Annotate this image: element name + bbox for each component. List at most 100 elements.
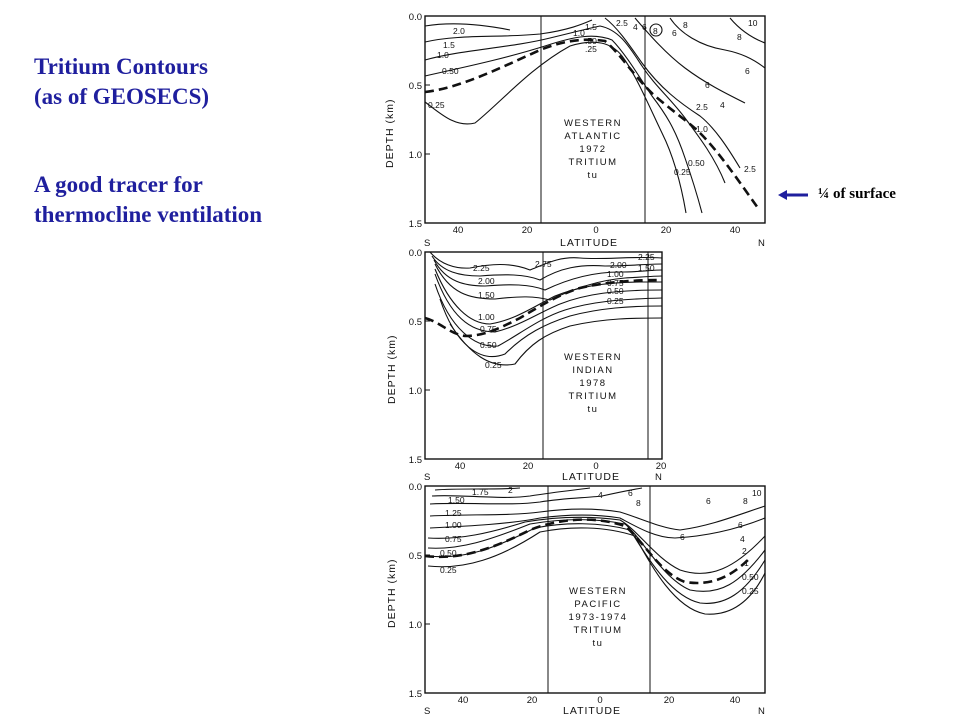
contour-value: 0.25 [428,100,445,110]
north-label: N [758,238,765,249]
contour-value: 1.5 [443,40,455,50]
contour-value: 2.25 [473,263,490,273]
contour-value: 1.50 [478,290,495,300]
contour-value: 2.5 [744,164,756,174]
panel-label-line: 1973-1974 [569,612,628,623]
y-tick: 1.0 [409,620,422,631]
contour-value: 1.0 [437,50,449,60]
contour-lines [429,251,663,366]
panel-pacific: 0.0 0.5 1.0 1.5 DEPTH (km) 40 20 0 20 40… [386,482,766,717]
plot-frame [424,15,766,224]
y-tick: 0.0 [409,248,422,259]
contour-value: 0.25 [742,586,759,596]
contour-value: 8 [653,26,658,36]
panel-label-line: PACIFIC [574,599,621,610]
x-tick: 20 [664,695,675,706]
contour-value: .50 [585,36,597,46]
contour-value: 2 [742,546,747,556]
panel-label-line: tu [588,404,599,415]
y-tick: 1.5 [409,219,422,230]
contour-value: 6 [642,22,647,32]
y-tick: 1.0 [409,386,422,397]
slide-title-line1: Tritium Contours [34,54,208,79]
panel-title: WESTERN PACIFIC 1973-1974 TRITIUM tu [569,586,628,649]
y-axis-label: DEPTH (km) [384,99,396,169]
y-axis-label: DEPTH (km) [386,559,398,629]
contour-value: 10 [748,18,758,28]
south-label: S [424,706,430,717]
north-label: N [655,472,662,483]
contour-value: 0.25 [607,296,624,306]
x-tick: 40 [455,461,466,472]
contour-value: 2.00 [478,276,495,286]
contour-value: 6 [705,80,710,90]
panel-label-line: ATLANTIC [564,131,621,142]
contour-value: 1.00 [445,520,462,530]
panel-label-line: tu [588,170,599,181]
contour-value: 2.0 [453,26,465,36]
contour-value: 2.5 [616,18,628,28]
y-tick: 0.5 [409,81,422,92]
contour-value: 1.75 [472,487,489,497]
contour-value: 6 [672,28,677,38]
contour-value: 1.0 [573,28,585,38]
plot-frame [424,485,766,694]
contour-value: 8 [683,20,688,30]
contour-value: 2 [508,485,513,495]
contour-value: 0.50 [480,340,497,350]
contour-value: 4 [598,490,603,500]
panel-label-line: 1972 [579,144,606,155]
panel-atlantic: 0.0 0.5 1.0 1.5 DEPTH (km) 40 20 0 20 40… [384,12,766,249]
x-axis: 40 20 0 20 40 S LATITUDE N [424,225,765,249]
contour-value: 0.75 [480,324,497,334]
contour-value: 2.5 [696,102,708,112]
contour-value: 0.25 [440,565,457,575]
x-tick: 20 [661,225,672,236]
contour-value: 0.50 [688,158,705,168]
y-tick: 0.5 [409,317,422,328]
x-tick: 20 [523,461,534,472]
south-label: S [424,472,430,483]
contour-lines [424,17,766,214]
panel-label-line: TRITIUM [573,625,622,636]
y-axis: 0.0 0.5 1.0 1.5 DEPTH (km) [386,248,430,466]
contour-value: 1.50 [638,263,655,273]
x-axis: 40 20 0 20 40 S LATITUDE N [424,695,765,717]
y-axis: 0.0 0.5 1.0 1.5 DEPTH (km) [386,482,430,700]
contour-value: 10 [752,488,762,498]
panel-label-line: WESTERN [564,118,622,129]
contour-value: 1.5 [585,22,597,32]
quarter-surface-contour [424,38,760,209]
x-tick: 40 [458,695,469,706]
contour-value: 2.25 [638,252,655,262]
contour-value: 1.50 [448,495,465,505]
x-axis-label: LATITUDE [562,471,620,483]
y-tick: 0.0 [409,482,422,493]
contour-value: 0.25 [485,360,502,370]
x-axis-label: LATITUDE [560,237,618,249]
contour-value: 4 [633,22,638,32]
contour-value-labels: 1.50 1.75 2 1.25 1.00 0.75 0.50 0.25 4 6… [440,485,762,596]
slide-subtitle-line2: thermocline ventilation [34,202,263,227]
contour-value: 6 [745,66,750,76]
slide-title: Tritium Contours (as of GEOSECS) [34,52,209,112]
contour-value: 4 [740,534,745,544]
panel-label-line: WESTERN [564,352,622,363]
y-axis: 0.0 0.5 1.0 1.5 DEPTH (km) [384,12,430,230]
y-tick: 1.5 [409,689,422,700]
quarter-surface-callout: ¼ of surface [778,186,896,203]
panel-label-line: INDIAN [572,365,613,376]
contour-value: 6 [628,488,633,498]
contour-value: 4 [720,100,725,110]
y-tick: 1.0 [409,150,422,161]
contour-value: 1.00 [607,269,624,279]
panel-indian: 0.0 0.5 1.0 1.5 DEPTH (km) 40 20 0 20 S … [386,248,666,483]
contour-value: 1.25 [445,508,462,518]
quarter-surface-label: ¼ of surface [818,186,896,202]
x-tick: 20 [527,695,538,706]
contour-value: 8 [636,498,641,508]
panel-label-line: tu [593,638,604,649]
contour-value: 0.50 [742,572,759,582]
contour-value-labels: 2.0 1.5 1.0 0.50 0.25 1.5 1.0 .50 .25 2.… [428,18,758,177]
contour-value: 0.50 [440,548,457,558]
